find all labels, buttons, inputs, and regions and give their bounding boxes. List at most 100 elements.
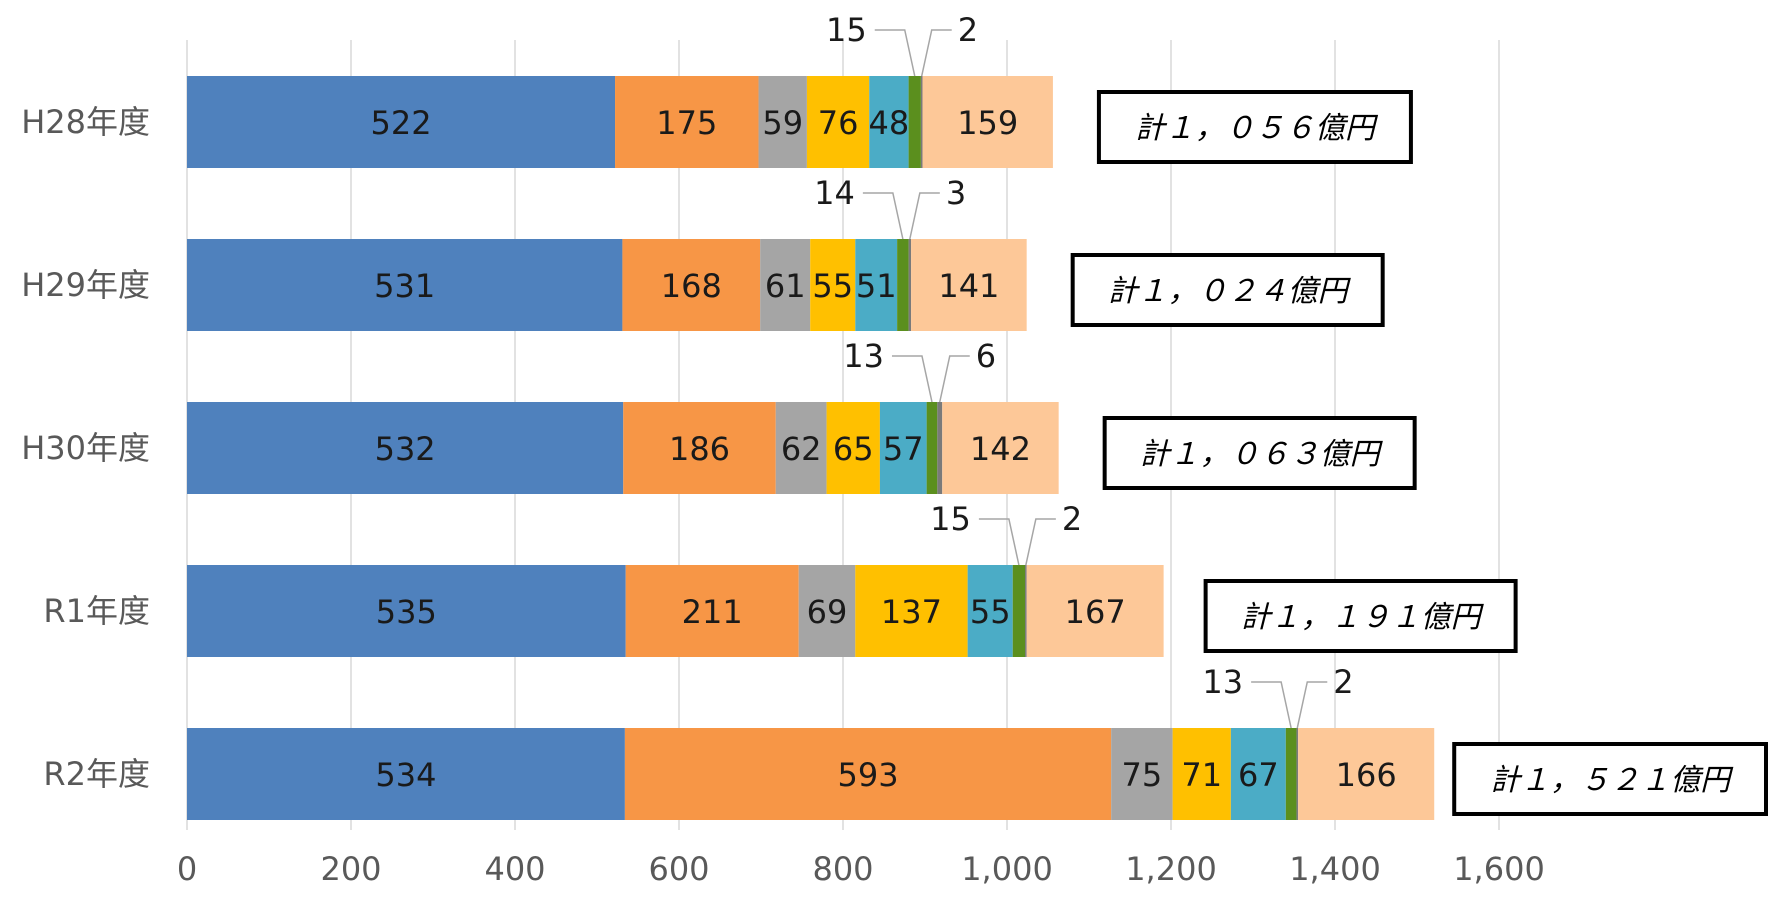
bar-segment xyxy=(1298,728,1435,820)
data-label: 65 xyxy=(833,430,874,468)
bar-segment xyxy=(1025,565,1027,657)
bar-segment xyxy=(625,565,799,657)
bar-segment xyxy=(623,402,776,494)
data-label: 186 xyxy=(669,430,730,468)
data-label: 2 xyxy=(958,11,978,49)
bar-segment xyxy=(908,76,921,168)
leader-line xyxy=(909,192,940,240)
category-label: R1年度 xyxy=(43,592,150,630)
x-tick-label: 200 xyxy=(320,850,381,888)
bar-segment xyxy=(615,76,759,168)
leader-line xyxy=(1251,681,1292,729)
bar-segment xyxy=(937,402,943,494)
bar-segment xyxy=(908,239,912,331)
bar-segment xyxy=(855,565,968,657)
data-label: 532 xyxy=(375,430,436,468)
total-label: 計１，０６３億円 xyxy=(1140,437,1384,472)
bar-segment xyxy=(624,728,1112,820)
bar-segment xyxy=(920,76,923,168)
bar-segment xyxy=(775,402,827,494)
category-label: H30年度 xyxy=(21,429,150,467)
bar-segment xyxy=(187,76,616,168)
total-label: 計１，５２１億円 xyxy=(1490,763,1734,798)
data-label: 175 xyxy=(656,104,717,142)
x-tick-label: 1,600 xyxy=(1453,850,1545,888)
data-label: 166 xyxy=(1336,756,1397,794)
data-label: 2 xyxy=(1333,663,1353,701)
leader-line xyxy=(862,192,904,240)
leader-line xyxy=(920,29,952,77)
total-box xyxy=(1096,90,1413,164)
data-label: 55 xyxy=(812,267,853,305)
bar-segment xyxy=(187,565,626,657)
bar-segment xyxy=(758,76,807,168)
x-tick-label: 600 xyxy=(648,850,709,888)
bar-segment xyxy=(942,402,1059,494)
data-label: 57 xyxy=(883,430,924,468)
total-box xyxy=(1452,742,1768,816)
bar-segment xyxy=(187,728,625,820)
category-label: H28年度 xyxy=(21,103,150,141)
data-label: 15 xyxy=(826,11,867,49)
bar-segment xyxy=(879,402,927,494)
x-tick-label: 400 xyxy=(484,850,545,888)
data-label: 13 xyxy=(843,337,884,375)
data-label: 61 xyxy=(765,267,806,305)
total-box xyxy=(1203,579,1518,653)
x-tick-label: 1,400 xyxy=(1289,850,1381,888)
data-label: 142 xyxy=(970,430,1031,468)
data-label: 14 xyxy=(814,174,855,212)
data-label: 75 xyxy=(1122,756,1163,794)
total-box xyxy=(1070,253,1385,327)
bar-segment xyxy=(897,239,909,331)
bar-segment xyxy=(922,76,1053,168)
data-label: 535 xyxy=(376,593,437,631)
data-label: 167 xyxy=(1065,593,1126,631)
bar-segment xyxy=(1172,728,1231,820)
data-label: 168 xyxy=(661,267,722,305)
data-label: 15 xyxy=(930,500,971,538)
leader-line xyxy=(874,29,916,77)
bar-segment xyxy=(798,565,856,657)
leader-line xyxy=(1296,681,1328,729)
data-label: 6 xyxy=(976,337,996,375)
bar-segment xyxy=(1285,728,1297,820)
data-label: 76 xyxy=(818,104,859,142)
leader-line xyxy=(978,518,1020,566)
data-label: 51 xyxy=(856,267,897,305)
bar-segment xyxy=(806,76,870,168)
bar-segment xyxy=(1026,565,1164,657)
bar-segment xyxy=(869,76,909,168)
total-label: 計１，０５６億円 xyxy=(1135,111,1379,146)
bar-segment xyxy=(187,402,624,494)
data-label: 67 xyxy=(1238,756,1279,794)
bar-segment xyxy=(855,239,898,331)
bar-segment xyxy=(760,239,811,331)
data-label: 3 xyxy=(946,174,966,212)
data-label: 2 xyxy=(1062,500,1082,538)
bar-segment xyxy=(1296,728,1299,820)
data-label: 13 xyxy=(1202,663,1243,701)
bar-segment xyxy=(967,565,1013,657)
data-label: 531 xyxy=(374,267,435,305)
data-label: 534 xyxy=(375,756,436,794)
bar-segment xyxy=(1111,728,1173,820)
leader-line xyxy=(1025,518,1056,566)
data-label: 141 xyxy=(938,267,999,305)
bar-segment xyxy=(926,402,938,494)
data-label: 593 xyxy=(837,756,898,794)
data-label: 137 xyxy=(881,593,942,631)
x-tick-label: 800 xyxy=(812,850,873,888)
x-tick-label: 1,200 xyxy=(1125,850,1217,888)
category-label: H29年度 xyxy=(21,266,150,304)
bar-segment xyxy=(911,239,1027,331)
category-label: R2年度 xyxy=(43,755,150,793)
data-label: 69 xyxy=(807,593,848,631)
total-label: 計１，１９１億円 xyxy=(1241,600,1485,635)
data-label: 62 xyxy=(781,430,822,468)
leader-line xyxy=(891,355,933,403)
x-tick-label: 0 xyxy=(177,850,197,888)
total-label: 計１，０２４億円 xyxy=(1108,274,1352,309)
data-label: 71 xyxy=(1181,756,1222,794)
data-label: 522 xyxy=(370,104,431,142)
